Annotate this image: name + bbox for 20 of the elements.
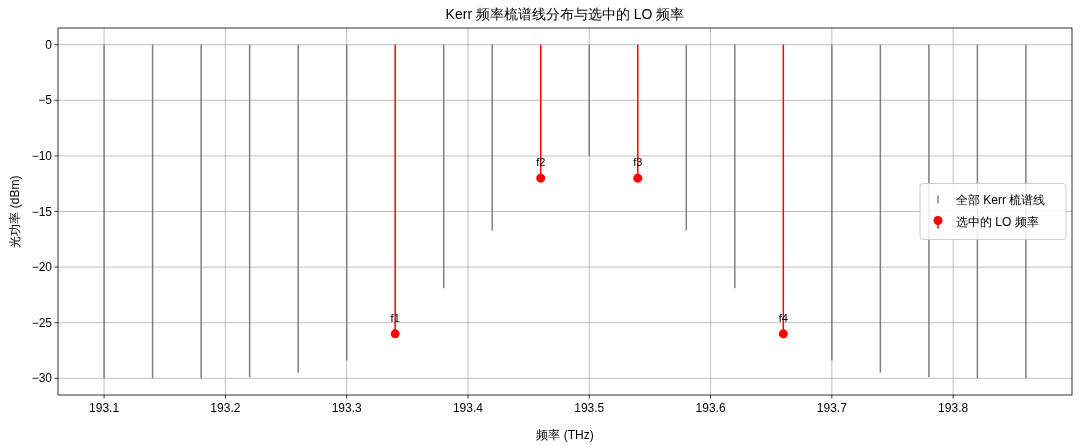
x-tick-label: 193.4	[452, 401, 484, 415]
x-axis-title: 频率 (THz)	[536, 428, 594, 442]
x-tick-label: 193.8	[938, 401, 969, 415]
x-tick-label: 193.7	[816, 401, 848, 415]
y-tick-label: −5	[38, 93, 53, 108]
x-tick-label: 193.6	[695, 401, 726, 415]
y-tick-label: 0	[45, 37, 53, 52]
x-tick-label: 193.2	[210, 401, 241, 415]
y-tick-label: −30	[31, 371, 53, 386]
x-tick-label: 193.3	[331, 401, 363, 415]
x-tick-label: 193.1	[89, 401, 120, 415]
y-axis-title: 光功率 (dBm)	[8, 175, 22, 248]
x-tick-label: 193.5	[574, 401, 605, 415]
chart-title: Kerr 频率梳谱线分布与选中的 LO 频率	[445, 6, 685, 22]
y-tick-label: −10	[31, 148, 53, 163]
legend-label: 全部 Kerr 梳谱线	[956, 192, 1046, 207]
y-tick-label: −15	[31, 204, 53, 219]
y-tick-label: −20	[31, 260, 53, 275]
y-tick-label: −25	[31, 315, 53, 330]
legend-label: 选中的 LO 频率	[956, 214, 1039, 229]
